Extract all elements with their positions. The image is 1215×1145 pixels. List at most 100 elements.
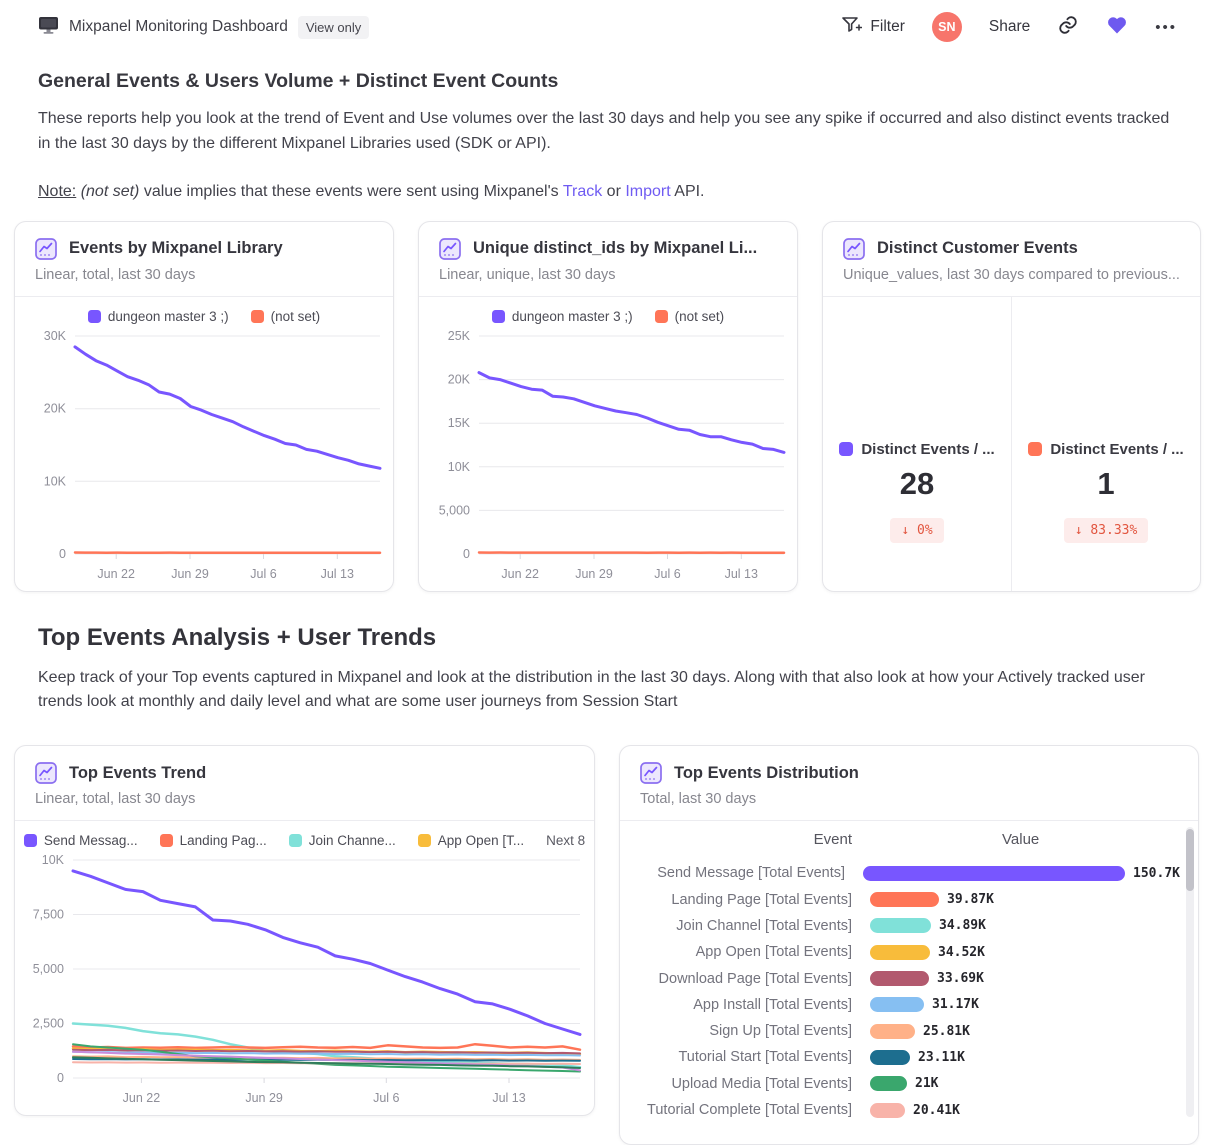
line-chart-icon [35, 237, 57, 260]
stat-distinct-events-2: Distinct Events / ... 1 ↓ 83.33% [1012, 297, 1200, 591]
section-top-events-description: Keep track of your Top events captured i… [38, 668, 1145, 711]
legend-label: dungeon master 3 ;) [511, 308, 633, 324]
import-link[interactable]: Import [625, 182, 671, 200]
table-row[interactable]: Sign Up [Total Events] 25.81K [640, 1018, 1180, 1044]
svg-text:Jul 13: Jul 13 [492, 1091, 525, 1105]
table-row[interactable]: Send Message [Total Events] 150.7K [640, 860, 1180, 886]
copy-link-button[interactable] [1057, 14, 1079, 41]
legend-item[interactable]: dungeon master 3 ;) [491, 308, 633, 324]
event-label: Upload Media [Total Events] [671, 1075, 852, 1092]
value-label: 31.17K [932, 997, 979, 1013]
table-row[interactable]: Tutorial Start [Total Events] 23.11K [640, 1044, 1180, 1070]
stat-value: 28 [899, 465, 935, 501]
svg-text:0: 0 [463, 547, 470, 561]
stat-label: Distinct Events / ... [861, 440, 995, 458]
legend-label: Join Channe... [308, 833, 396, 849]
chart-legend: dungeon master 3 ;) (not set) [419, 309, 797, 324]
svg-text:20K: 20K [44, 401, 67, 415]
legend-item[interactable]: Landing Pag... [159, 833, 267, 848]
svg-text:5,000: 5,000 [439, 503, 470, 517]
favorite-button[interactable] [1106, 15, 1128, 40]
table-row[interactable]: Join Channel [Total Events] 34.89K [640, 913, 1180, 939]
divider [1011, 296, 1012, 591]
line-chart-icon [439, 237, 461, 260]
avatar[interactable]: SN [931, 12, 962, 42]
more-menu-button[interactable]: ••• [1155, 18, 1177, 36]
view-only-badge: View only [297, 15, 370, 39]
share-button[interactable]: Share [988, 18, 1031, 35]
filter-icon [841, 15, 863, 40]
svg-text:25K: 25K [448, 329, 471, 343]
table-row[interactable]: App Install [Total Events] 31.17K [640, 992, 1180, 1018]
event-label: Sign Up [Total Events] [709, 1023, 852, 1040]
table-row[interactable]: Download Page [Total Events] 33.69K [640, 965, 1180, 991]
svg-text:20K: 20K [448, 372, 471, 386]
value-label: 150.7K [1133, 865, 1180, 881]
value-bar [870, 944, 930, 960]
track-link[interactable]: Track [562, 182, 603, 200]
chart-legend: Send Messag... Landing Pag... Join Channe.… [15, 833, 594, 848]
column-header-event: Event [813, 831, 852, 849]
scrollbar-track[interactable] [1186, 827, 1194, 1118]
table-row[interactable]: Upload Media [Total Events] 21K [640, 1071, 1180, 1097]
value-label: 39.87K [947, 892, 994, 908]
legend-item[interactable]: Send Messag... [23, 833, 138, 848]
svg-text:Jun 29: Jun 29 [575, 567, 613, 581]
monitor-icon [38, 15, 59, 40]
svg-text:0: 0 [57, 1071, 64, 1085]
card-title: Distinct Customer Events [877, 239, 1078, 258]
distribution-table: Event Value Send Message [Total Events] 1… [620, 821, 1198, 1137]
scrollbar-thumb[interactable] [1186, 829, 1194, 892]
app-header: Mixpanel Monitoring Dashboard View only … [0, 0, 1215, 52]
legend-swatch [159, 834, 173, 848]
legend-label: (not set) [674, 308, 725, 324]
stat-swatch [1028, 442, 1043, 457]
event-label: Send Message [Total Events] [657, 865, 846, 882]
card-distinct-customer-events: Distinct Customer Events Unique_values, … [822, 220, 1201, 592]
heart-icon [1106, 15, 1128, 40]
table-row[interactable]: Tutorial Complete [Total Events] 20.41K [640, 1097, 1180, 1123]
events-by-library-chart: 0 10K 20K 30K Jun 22 Jun 29 Jul 6 Jul 13 [15, 324, 393, 591]
table-rows: Send Message [Total Events] 150.7K Landing… [640, 860, 1180, 1123]
value-bar [870, 1049, 910, 1065]
legend-item[interactable]: App Open [T... [417, 833, 525, 849]
value-label: 34.89K [939, 918, 986, 934]
value-label: 25.81K [923, 1023, 970, 1039]
filter-button[interactable]: Filter [841, 15, 905, 40]
card-title: Events by Mixpanel Library [69, 239, 283, 258]
legend-label: App Open [T... [437, 833, 525, 849]
svg-text:Jun 22: Jun 22 [501, 567, 539, 581]
value-bar [870, 1076, 907, 1092]
legend-item[interactable]: (not set) [654, 308, 725, 324]
legend-item[interactable]: Join Channe... [288, 833, 396, 849]
card-top-events-trend: Top Events Trend Linear, total, last 30 … [14, 745, 595, 1117]
legend-item[interactable]: (not set) [250, 309, 320, 324]
table-header: Event Value [640, 831, 1180, 848]
event-label: App Open [Total Events] [695, 944, 852, 961]
legend-more[interactable]: Next 8 [546, 833, 586, 849]
svg-text:Jun 29: Jun 29 [245, 1091, 283, 1105]
svg-text:Jun 22: Jun 22 [97, 567, 135, 581]
link-icon [1057, 14, 1079, 41]
table-row[interactable]: App Open [Total Events] 34.52K [640, 939, 1180, 965]
value-bar [870, 918, 931, 934]
svg-text:10K: 10K [448, 459, 471, 473]
event-label: Download Page [Total Events] [658, 970, 852, 987]
line-chart-icon [640, 762, 662, 785]
legend-item[interactable]: dungeon master 3 ;) [87, 308, 229, 324]
card-title: Top Events Trend [69, 763, 207, 782]
svg-text:7,500: 7,500 [33, 908, 64, 922]
unique-ids-chart: 0 5,000 10K 15K 20K 25K Jun 22 Jun 29 Jul 6 Jul 1… [419, 324, 797, 591]
table-row[interactable]: Landing Page [Total Events] 39.87K [640, 886, 1180, 912]
svg-text:Jun 22: Jun 22 [123, 1091, 161, 1105]
dashboard-title: Mixpanel Monitoring Dashboard [69, 18, 288, 35]
legend-swatch [491, 309, 505, 323]
legend-label: dungeon master 3 ;) [107, 308, 229, 324]
top-events-trend-chart: 0 2,500 5,000 7,500 10K Jun 22 Jun 29 Jul 6 Jul … [15, 848, 594, 1115]
card-events-by-library: Events by Mixpanel Library Linear, total… [14, 220, 394, 592]
svg-text:10K: 10K [44, 474, 67, 488]
stat-distinct-events-1: Distinct Events / ... 28 ↓ 0% [823, 297, 1011, 591]
legend-swatch [288, 834, 302, 848]
column-header-value: Value [1002, 831, 1040, 849]
stat-label: Distinct Events / ... [1050, 440, 1184, 458]
